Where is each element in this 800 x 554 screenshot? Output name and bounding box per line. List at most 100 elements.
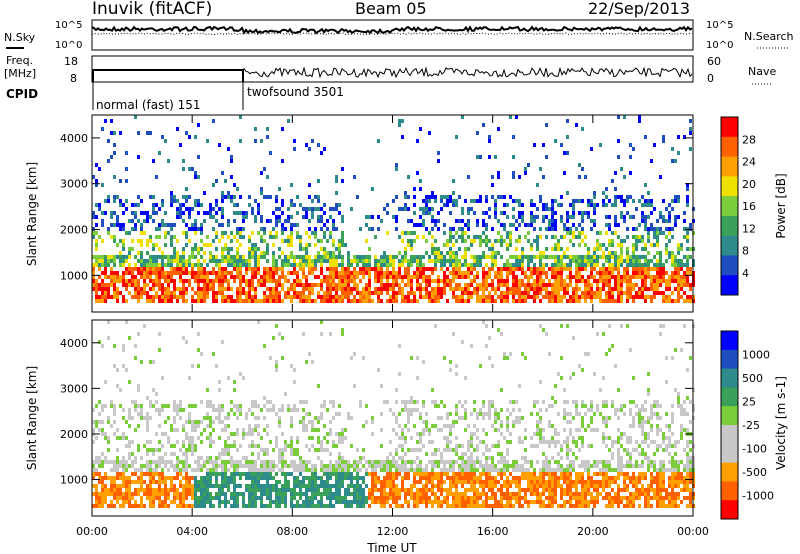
power-cell: [533, 143, 536, 147]
power-cell: [251, 247, 254, 251]
power-cell: [233, 211, 236, 215]
power-cell: [236, 239, 239, 243]
power-cell: [356, 291, 359, 295]
velocity-cell: [434, 452, 437, 456]
velocity-cell: [383, 504, 386, 508]
velocity-cell: [296, 500, 299, 504]
colorbar-tick-label: 16: [742, 200, 756, 213]
power-cell: [95, 183, 98, 187]
velocity-cell: [410, 396, 413, 400]
power-cell: [419, 283, 422, 287]
power-cell: [617, 235, 620, 239]
velocity-cell: [104, 436, 107, 440]
velocity-cell: [299, 504, 302, 508]
power-cell: [194, 263, 197, 267]
power-cell: [647, 259, 650, 263]
power-cell: [659, 251, 662, 255]
velocity-cell: [398, 488, 401, 492]
power-cell: [584, 263, 587, 267]
velocity-cell: [341, 496, 344, 500]
colorbar-swatch: [721, 196, 738, 217]
velocity-cell: [398, 492, 401, 496]
power-cell: [590, 219, 593, 223]
velocity-cell: [137, 424, 140, 428]
power-cell: [230, 159, 233, 163]
power-cell: [644, 299, 647, 303]
power-cell: [152, 299, 155, 303]
velocity-cell: [437, 500, 440, 504]
power-cell: [680, 263, 683, 267]
power-cell: [296, 235, 299, 239]
velocity-cell: [416, 432, 419, 436]
station-title: Inuvik (fitACF): [92, 0, 212, 19]
velocity-cell: [176, 464, 179, 468]
power-cell: [578, 271, 581, 275]
power-cell: [491, 287, 494, 291]
power-cell: [224, 195, 227, 199]
velocity-cell: [221, 404, 224, 408]
power-cell: [233, 263, 236, 267]
power-cell: [338, 263, 341, 267]
velocity-cell: [311, 360, 314, 364]
power-cell: [164, 231, 167, 235]
velocity-cell: [380, 496, 383, 500]
power-cell: [653, 275, 656, 279]
power-cell: [212, 255, 215, 259]
power-cell: [257, 247, 260, 251]
velocity-cell: [380, 460, 383, 464]
power-cell: [404, 195, 407, 199]
velocity-cell: [317, 440, 320, 444]
power-cell: [512, 291, 515, 295]
power-cell: [470, 207, 473, 211]
velocity-cell: [263, 448, 266, 452]
velocity-cell: [236, 484, 239, 488]
power-cell: [374, 267, 377, 271]
velocity-cell: [95, 456, 98, 460]
power-cell: [248, 263, 251, 267]
power-cell: [341, 219, 344, 223]
power-cell: [179, 263, 182, 267]
velocity-cell: [332, 496, 335, 500]
power-cell: [458, 275, 461, 279]
power-cell: [650, 283, 653, 287]
power-cell: [485, 275, 488, 279]
power-cell: [500, 283, 503, 287]
power-cell: [152, 243, 155, 247]
power-cell: [395, 227, 398, 231]
velocity-cell: [473, 504, 476, 508]
power-cell: [641, 195, 644, 199]
power-cell: [95, 163, 98, 167]
velocity-cell: [269, 464, 272, 468]
power-cell: [137, 251, 140, 255]
power-cell: [149, 267, 152, 271]
velocity-cell: [152, 480, 155, 484]
power-cell: [272, 271, 275, 275]
power-cell: [608, 291, 611, 295]
velocity-cell: [218, 408, 221, 412]
velocity-cell: [104, 488, 107, 492]
power-cell: [188, 227, 191, 231]
power-cell: [485, 279, 488, 283]
power-cell: [434, 247, 437, 251]
power-cell: [101, 279, 104, 283]
velocity-cell: [455, 492, 458, 496]
velocity-cell: [248, 460, 251, 464]
power-cell: [200, 291, 203, 295]
velocity-cell: [248, 500, 251, 504]
power-cell: [167, 159, 170, 163]
velocity-cell: [404, 452, 407, 456]
power-cell: [500, 255, 503, 259]
power-cell: [137, 203, 140, 207]
power-cell: [185, 299, 188, 303]
velocity-cell: [350, 444, 353, 448]
power-cell: [533, 219, 536, 223]
power-cell: [140, 287, 143, 291]
velocity-cell: [347, 500, 350, 504]
power-cell: [500, 239, 503, 243]
power-cell: [203, 191, 206, 195]
power-cell: [566, 231, 569, 235]
velocity-cell: [221, 452, 224, 456]
velocity-cell: [353, 464, 356, 468]
power-cell: [326, 267, 329, 271]
power-cell: [350, 299, 353, 303]
